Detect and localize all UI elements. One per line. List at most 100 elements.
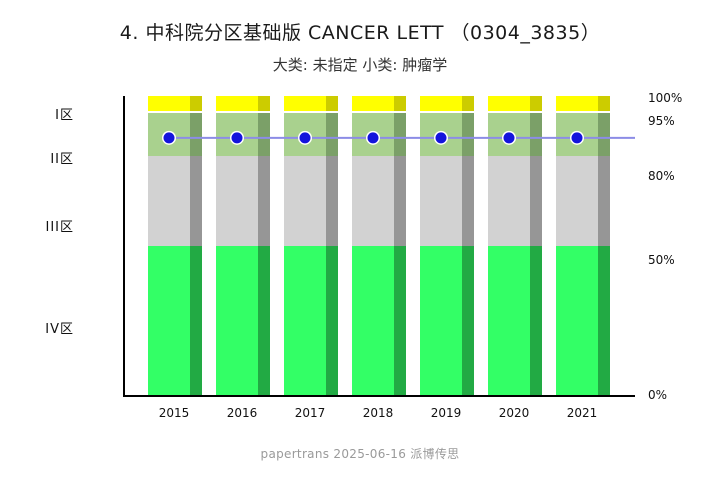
bar-column[interactable] — [284, 96, 326, 395]
bar-segment-IV区[interactable] — [556, 245, 598, 395]
bar-group[interactable] — [488, 96, 542, 395]
bar-segment-IV区[interactable] — [420, 245, 462, 395]
plot-area — [123, 96, 635, 397]
bar-segment-shadow-I区 — [258, 96, 270, 111]
bar-segment-shadow-III区 — [394, 155, 406, 246]
bar-segment-I区[interactable] — [352, 96, 394, 111]
y-axis-right-label-100: 100% — [648, 91, 683, 105]
bar-column-shadow — [598, 96, 610, 395]
bar-segment-IV区[interactable] — [488, 245, 530, 395]
bar-segment-I区[interactable] — [488, 96, 530, 111]
bar-segment-shadow-II区 — [530, 113, 542, 156]
y-axis-left-label-4: IV区 — [45, 322, 74, 337]
bar-segment-shadow-III区 — [258, 155, 270, 246]
bar-segment-shadow-III区 — [462, 155, 474, 246]
bar-segment-shadow-IV区 — [190, 245, 202, 395]
bar-segment-shadow-II区 — [394, 113, 406, 156]
y-axis-left-label-3: III区 — [45, 220, 74, 235]
bar-segment-shadow-I区 — [598, 96, 610, 111]
bar-segment-I区[interactable] — [420, 96, 462, 111]
y-axis-right-label-80: 80% — [648, 169, 675, 183]
bar-segment-III区[interactable] — [556, 155, 598, 246]
y-axis-left-label-1: I区 — [55, 108, 74, 123]
y-axis-right-label-50: 50% — [648, 253, 675, 267]
chart-subtitle: 大类: 未指定 小类: 肿瘤学 — [272, 56, 448, 74]
bar-segment-shadow-IV区 — [530, 245, 542, 395]
x-axis-tick-2019: 2019 — [430, 406, 462, 420]
bar-column-shadow — [190, 96, 202, 395]
bar-segment-IV区[interactable] — [284, 245, 326, 395]
bar-group[interactable] — [148, 96, 202, 395]
bar-segment-I区[interactable] — [284, 96, 326, 111]
bar-segment-shadow-II区 — [258, 113, 270, 156]
bar-group[interactable] — [420, 96, 474, 395]
bar-segment-I区[interactable] — [556, 96, 598, 111]
x-axis-tick-2020: 2020 — [498, 406, 530, 420]
bar-column[interactable] — [556, 96, 598, 395]
bar-group[interactable] — [216, 96, 270, 395]
bar-segment-III区[interactable] — [216, 155, 258, 246]
y-axis-right-label-95: 95% — [648, 114, 675, 128]
bar-segment-shadow-III区 — [598, 155, 610, 246]
bar-column-shadow — [258, 96, 270, 395]
bar-segment-III区[interactable] — [488, 155, 530, 246]
bar-segment-I区[interactable] — [148, 96, 190, 111]
bar-segment-shadow-IV区 — [462, 245, 474, 395]
chart-footer: papertrans 2025-06-16 派博传思 — [260, 447, 460, 461]
bar-segment-shadow-II区 — [598, 113, 610, 156]
bar-segment-shadow-I区 — [394, 96, 406, 111]
bar-segment-shadow-I区 — [530, 96, 542, 111]
bar-segment-III区[interactable] — [420, 155, 462, 246]
bar-segment-I区[interactable] — [216, 96, 258, 111]
bar-segment-II区[interactable] — [284, 113, 326, 156]
bar-segment-shadow-III区 — [190, 155, 202, 246]
x-axis-line — [123, 395, 635, 397]
bar-segment-shadow-IV区 — [326, 245, 338, 395]
y-axis-line — [123, 96, 125, 397]
bar-segment-IV区[interactable] — [352, 245, 394, 395]
bar-column[interactable] — [216, 96, 258, 395]
bar-group[interactable] — [352, 96, 406, 395]
x-axis-tick-2017: 2017 — [294, 406, 326, 420]
bar-segment-II区[interactable] — [352, 113, 394, 156]
y-axis-right-label-0: 0% — [648, 388, 668, 402]
bar-column[interactable] — [420, 96, 462, 395]
x-axis-tick-2015: 2015 — [158, 406, 190, 420]
bar-segment-shadow-IV区 — [598, 245, 610, 395]
bar-column-shadow — [530, 96, 542, 395]
x-axis-tick-2021: 2021 — [566, 406, 598, 420]
bar-column-shadow — [326, 96, 338, 395]
bar-segment-II区[interactable] — [420, 113, 462, 156]
bar-segment-III区[interactable] — [284, 155, 326, 246]
bar-segment-IV区[interactable] — [216, 245, 258, 395]
bar-segment-III区[interactable] — [352, 155, 394, 246]
bar-segment-II区[interactable] — [488, 113, 530, 156]
bar-segment-shadow-IV区 — [394, 245, 406, 395]
bar-segment-III区[interactable] — [148, 155, 190, 246]
bar-column[interactable] — [148, 96, 190, 395]
bar-column-shadow — [394, 96, 406, 395]
y-axis-left-label-2: II区 — [50, 152, 74, 167]
x-axis-tick-2016: 2016 — [226, 406, 258, 420]
page-title: 4. 中科院分区基础版 CANCER LETT （0304_3835） — [119, 22, 601, 44]
bar-segment-shadow-II区 — [326, 113, 338, 156]
bar-segment-II区[interactable] — [216, 113, 258, 156]
bar-group[interactable] — [284, 96, 338, 395]
bar-column[interactable] — [488, 96, 530, 395]
bar-column[interactable] — [352, 96, 394, 395]
x-axis-tick-2018: 2018 — [362, 406, 394, 420]
bar-segment-shadow-I区 — [462, 96, 474, 111]
bar-group[interactable] — [556, 96, 610, 395]
bar-segment-shadow-IV区 — [258, 245, 270, 395]
bar-segment-shadow-I区 — [190, 96, 202, 111]
bar-segment-shadow-III区 — [530, 155, 542, 246]
bar-segment-shadow-III区 — [326, 155, 338, 246]
bar-column-shadow — [462, 96, 474, 395]
bar-segment-II区[interactable] — [556, 113, 598, 156]
bar-segment-shadow-II区 — [190, 113, 202, 156]
bar-segment-II区[interactable] — [148, 113, 190, 156]
bar-segment-shadow-II区 — [462, 113, 474, 156]
bar-segment-shadow-I区 — [326, 96, 338, 111]
bar-segment-IV区[interactable] — [148, 245, 190, 395]
